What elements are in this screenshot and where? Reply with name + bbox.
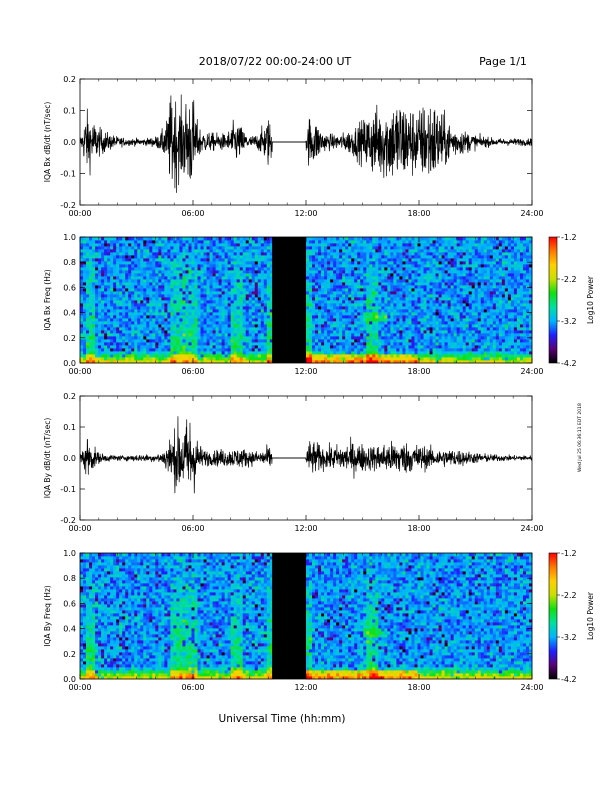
bx-spectrogram-data-gap (272, 237, 306, 363)
by-spectrogram-colorbar-tick: -1.2 (561, 549, 577, 558)
bx-waveform-y-label: IQA Bx dB/dt (nT/sec) (43, 102, 52, 183)
by-waveform-y-tick: 0.0 (63, 454, 76, 463)
by-spectrogram-cells (80, 553, 533, 680)
bx-spectrogram-x-tick: 06:00 (181, 367, 204, 376)
by-spectrogram-y-tick: 0.0 (63, 675, 76, 684)
bx-spectrogram-panel: -1.2 -2.2 -3.2 -4.2 Log10 Power 00:00 06:00 12:… (43, 233, 595, 376)
bx-waveform-x-tick: 12:00 (294, 209, 317, 218)
bx-spectrogram-x-tick: 12:00 (294, 367, 317, 376)
bx-waveform-y-tick: 0.1 (63, 107, 76, 116)
bx-spectrogram-y-tick: 1.0 (63, 233, 76, 242)
bx-spectrogram-y-tick: 0.4 (63, 309, 76, 318)
by-waveform-x-tick: 00:00 (68, 524, 91, 533)
bx-spectrogram-colorbar-tick: -3.2 (561, 317, 577, 326)
by-waveform-x-tick: 24:00 (520, 524, 543, 533)
by-waveform-y-tick: -0.2 (60, 516, 76, 525)
by-spectrogram-panel: -1.2 -2.2 -3.2 -4.2 Log10 Power 00:00 06:00 12:… (43, 549, 595, 692)
x-axis-title: Universal Time (hh:mm) (219, 713, 346, 725)
by-spectrogram-y-tick: 1.0 (63, 549, 76, 558)
bx-spectrogram-y-tick: 0.6 (63, 283, 76, 292)
by-waveform-x-tick: 06:00 (181, 524, 204, 533)
by-spectrogram-colorbar-tick: -2.2 (561, 591, 577, 600)
bx-spectrogram-cells (80, 237, 533, 364)
by-waveform-x-tick: 12:00 (294, 524, 317, 533)
bx-spectrogram-y-tick: 0.0 (63, 359, 76, 368)
bx-spectrogram-colorbar (548, 236, 558, 364)
by-waveform-y-tick: -0.1 (60, 485, 76, 494)
bx-spectrogram-colorbar-tick: -1.2 (561, 233, 577, 242)
by-spectrogram-x-tick: 06:00 (181, 683, 204, 692)
by-spectrogram-x-tick: 00:00 (68, 683, 91, 692)
by-spectrogram-colorbar-tick: -3.2 (561, 633, 577, 642)
bx-spectrogram-y-tick: 0.2 (63, 334, 76, 343)
bx-waveform-trace (80, 94, 532, 193)
bx-spectrogram-colorbar-tick: -2.2 (561, 275, 577, 284)
bx-spectrogram-colorbar-label: Log10 Power (586, 275, 595, 324)
bx-waveform-y-tick: 0.2 (63, 75, 76, 84)
by-waveform-x-tick: 18:00 (407, 524, 430, 533)
by-waveform-panel: 00:00 06:00 12:00 18:00 24:00 -0.2 -0.1 0.0 0.1 0… (43, 392, 544, 533)
bx-spectrogram-x-tick: 24:00 (520, 367, 543, 376)
by-spectrogram-y-tick: 0.8 (63, 574, 76, 583)
bx-waveform-x-tick: 06:00 (181, 209, 204, 218)
bx-spectrogram-y-label: IQA Bx Freq (Hz) (43, 269, 52, 331)
by-waveform-trace (80, 416, 532, 494)
by-spectrogram-x-tick: 18:00 (407, 683, 430, 692)
by-waveform-y-tick: 0.1 (63, 423, 76, 432)
by-spectrogram-x-tick: 12:00 (294, 683, 317, 692)
by-spectrogram-y-label: IQA By Freq (Hz) (43, 585, 52, 647)
by-spectrogram-colorbar-tick: -4.2 (561, 675, 577, 684)
date-range-title: 2018/07/22 00:00-24:00 UT (199, 55, 352, 68)
bx-spectrogram-x-tick: 18:00 (407, 367, 430, 376)
by-spectrogram-y-tick: 0.2 (63, 650, 76, 659)
bx-spectrogram-x-tick: 00:00 (68, 367, 91, 376)
by-spectrogram-colorbar (548, 552, 558, 680)
bx-spectrogram-colorbar-tick: -4.2 (561, 359, 577, 368)
bx-waveform-x-tick: 18:00 (407, 209, 430, 218)
bx-waveform-y-tick: -0.1 (60, 170, 76, 179)
by-spectrogram-x-tick: 24:00 (520, 683, 543, 692)
bx-spectrogram-y-tick: 0.8 (63, 258, 76, 267)
bx-waveform-x-tick: 24:00 (520, 209, 543, 218)
bx-waveform-panel: 00:00 06:00 12:00 18:00 24:00 -0.2 -0.1 0.0 0.1 0… (43, 75, 544, 218)
page-indicator: Page 1/1 (479, 55, 527, 68)
bx-waveform-y-tick: 0.0 (63, 138, 76, 147)
bx-waveform-x-tick: 00:00 (68, 209, 91, 218)
by-spectrogram-colorbar-label: Log10 Power (586, 591, 595, 640)
bx-waveform-y-tick: -0.2 (60, 201, 76, 210)
by-waveform-y-label: IQA By dB/dt (nT/sec) (43, 418, 52, 499)
timestamp-stamp: Wed Jul 25 06:36:11 EDT 2018 (577, 403, 583, 472)
by-waveform-y-tick: 0.2 (63, 392, 76, 401)
by-spectrogram-y-tick: 0.6 (63, 599, 76, 608)
by-spectrogram-data-gap (272, 553, 306, 679)
by-spectrogram-y-tick: 0.4 (63, 625, 76, 634)
